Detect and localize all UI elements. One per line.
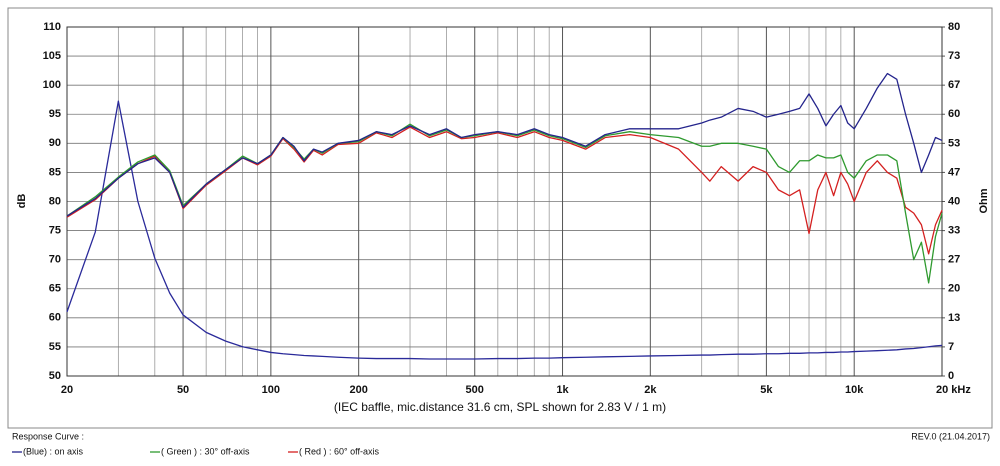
y-tick-label: 95 [49, 108, 61, 120]
y-tick-label: 85 [49, 166, 61, 178]
y2-tick-label: 53 [948, 137, 960, 149]
y2-tick-label: 33 [948, 225, 960, 237]
series-line [66, 72, 943, 217]
y-tick-label: 100 [43, 79, 61, 91]
frame [7, 7, 993, 429]
x-tick-label: 2k [644, 384, 657, 396]
x-tick-label: 500 [466, 384, 484, 396]
legend-label: (Blue) : on axis [23, 446, 84, 456]
y2-tick-label: 20 [948, 283, 960, 295]
series-line [66, 100, 943, 360]
y2-tick-label: 73 [948, 50, 960, 62]
y2-tick-label: 40 [948, 195, 960, 207]
y2-tick-label: 0 [948, 370, 954, 382]
y-tick-label: 70 [49, 254, 61, 266]
y-tick-label: 50 [49, 370, 61, 382]
y2-tick-label: 80 [948, 21, 960, 33]
x-tick-label: 10k [845, 384, 864, 396]
y-tick-label: 55 [49, 341, 61, 353]
x-tick-label: 1k [556, 384, 569, 396]
legend-title: Response Curve : [12, 431, 84, 441]
legend-label: ( Green ) : 30° off-axis [161, 446, 250, 456]
y2-tick-label: 27 [948, 254, 960, 266]
y2-tick-label: 7 [948, 341, 954, 353]
x-tick-label: 5k [760, 384, 773, 396]
y2-axis-label: Ohm [978, 188, 990, 213]
series-line [66, 123, 943, 284]
y-axis-label: dB [16, 194, 28, 209]
y-tick-label: 105 [43, 50, 61, 62]
y2-tick-label: 13 [948, 312, 960, 324]
y2-tick-label: 60 [948, 108, 960, 120]
y-tick-label: 80 [49, 195, 61, 207]
y2-tick-label: 47 [948, 166, 960, 178]
y2-tick-label: 67 [948, 79, 960, 91]
legend-label: ( Red ) : 60° off-axis [299, 446, 379, 456]
x-tick-label: 20 [61, 384, 73, 396]
series-line [66, 126, 943, 255]
y-tick-label: 65 [49, 283, 61, 295]
x-tick-label: 200 [349, 384, 367, 396]
plot-border [66, 26, 943, 377]
revision: REV.0 (21.04.2017) [911, 431, 990, 441]
subtitle: (IEC baffle, mic.distance 31.6 cm, SPL s… [334, 400, 666, 414]
y-tick-label: 75 [49, 224, 61, 236]
x-tick-label: 20 kHz [936, 384, 971, 396]
y-tick-label: 60 [49, 312, 61, 324]
x-tick-label: 100 [262, 384, 280, 396]
x-tick-label: 50 [177, 384, 189, 396]
y-tick-label: 90 [49, 137, 61, 149]
y-tick-label: 110 [43, 21, 61, 33]
